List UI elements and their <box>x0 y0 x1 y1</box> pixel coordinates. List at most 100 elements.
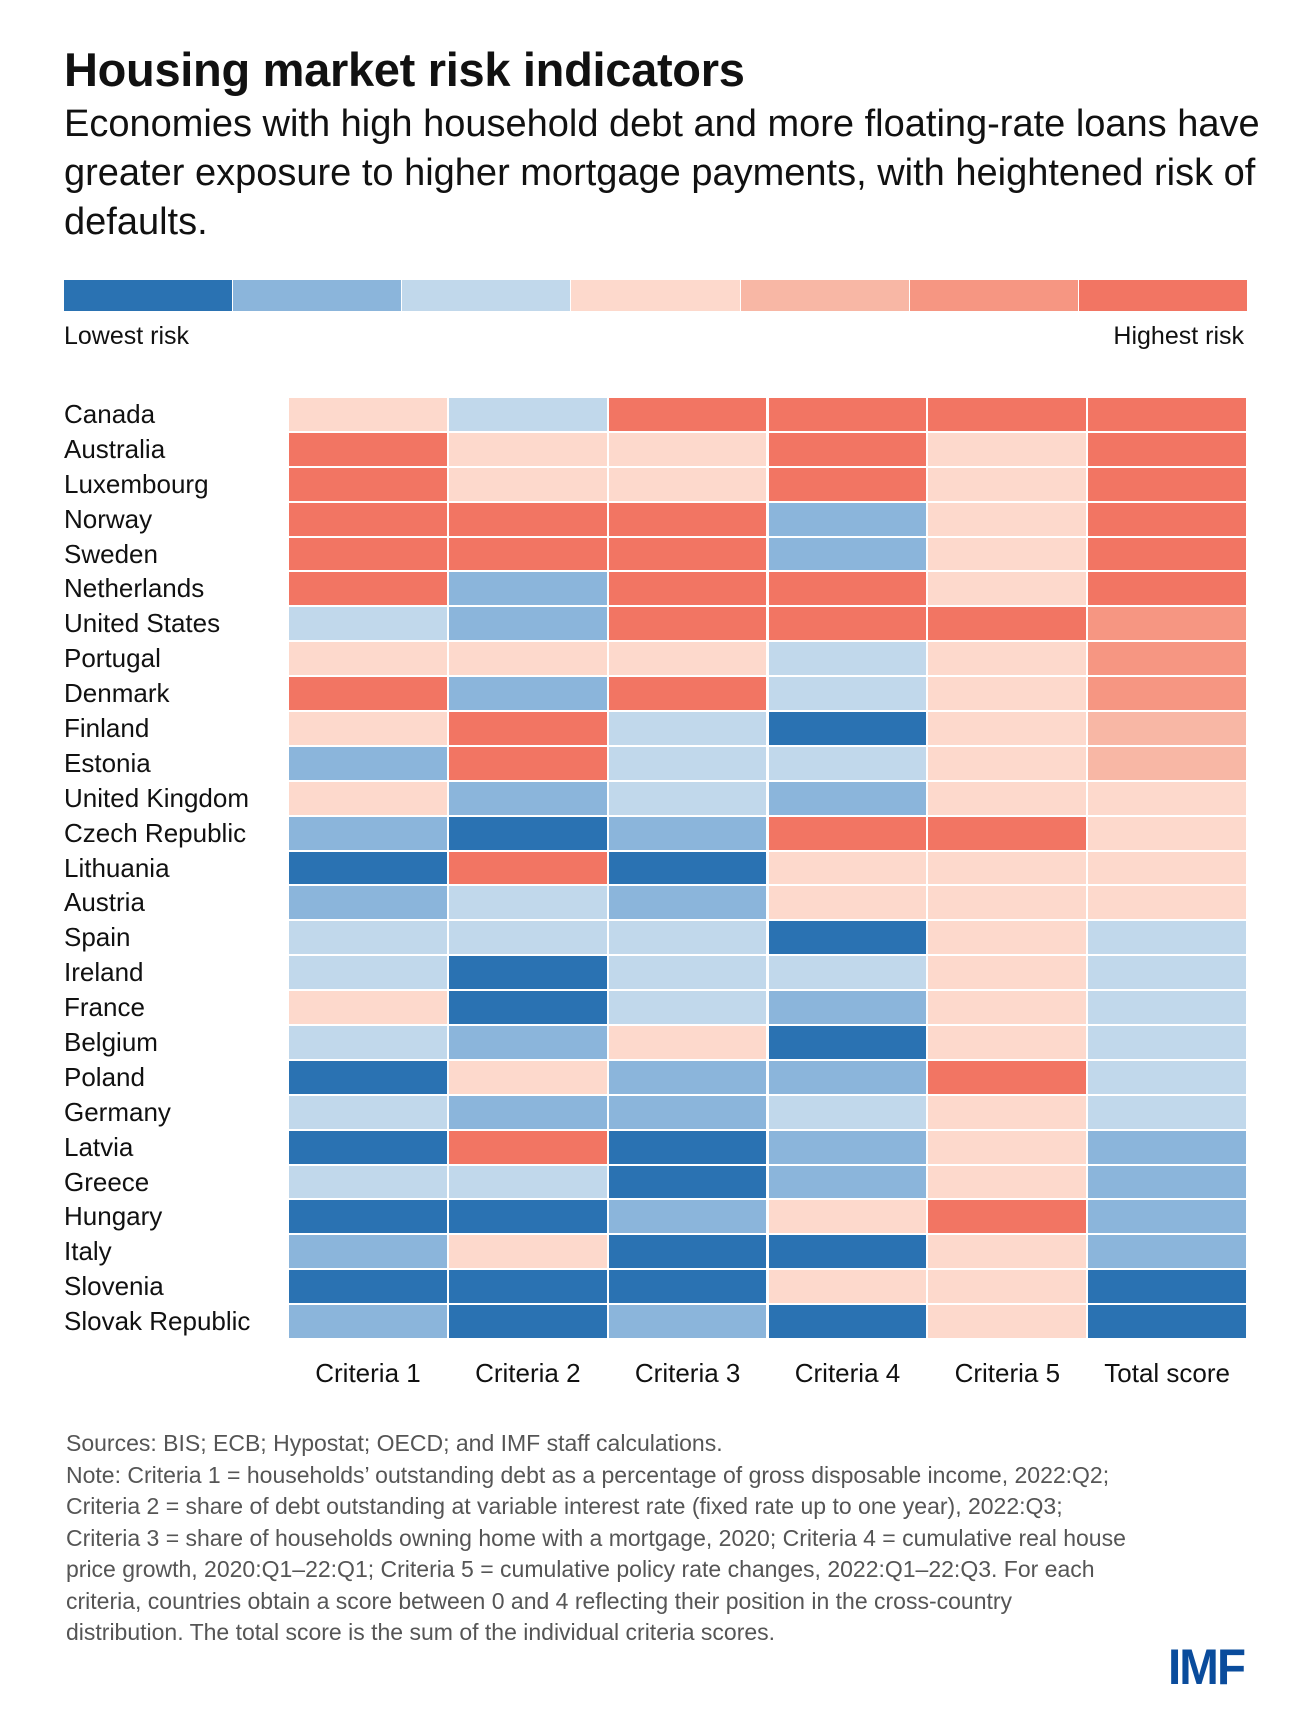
heatmap-cell <box>447 780 608 816</box>
heatmap-cell <box>288 955 448 991</box>
heatmap-cell <box>288 745 448 781</box>
heatmap-cell <box>927 1094 1088 1130</box>
heatmap-cell <box>767 1199 928 1235</box>
heatmap-cell <box>607 745 768 781</box>
heatmap-cell <box>607 1129 768 1165</box>
heatmap-cell <box>607 711 768 746</box>
heatmap-cell <box>447 1234 608 1270</box>
heatmap-cell <box>288 815 448 851</box>
heatmap-cell <box>607 1025 768 1060</box>
heatmap-cell <box>767 885 928 921</box>
legend-high-label: Highest risk <box>1113 322 1244 350</box>
heatmap-cell <box>607 1094 768 1130</box>
row-label: Canada <box>64 399 156 429</box>
heatmap-cell <box>927 466 1088 502</box>
heatmap-cell <box>288 676 448 711</box>
legend-swatch <box>571 280 741 311</box>
heatmap-cell <box>767 990 928 1025</box>
heatmap-cell <box>607 885 768 921</box>
heatmap-cell <box>607 990 768 1025</box>
column-label: Criteria 3 <box>634 1358 741 1388</box>
heatmap-cell <box>447 1269 608 1305</box>
heatmap-cell <box>927 815 1088 851</box>
heatmap-cell <box>288 571 448 607</box>
row-label: Hungary <box>64 1201 163 1232</box>
heatmap-cell <box>447 676 608 711</box>
heatmap-cell <box>927 990 1088 1025</box>
heatmap-cell <box>767 815 928 851</box>
heatmap-cell <box>767 536 928 572</box>
heatmap-cell <box>927 501 1088 537</box>
heatmap-cell <box>607 1164 768 1200</box>
heatmap-cell <box>1087 745 1247 781</box>
legend-swatch <box>1078 280 1247 311</box>
heatmap-cell <box>1087 850 1247 886</box>
heatmap-cell <box>447 745 608 781</box>
heatmap-cell <box>447 1164 608 1200</box>
heatmap-cell <box>288 850 448 886</box>
legend-swatch <box>909 280 1079 311</box>
heatmap-cell <box>288 1059 448 1095</box>
row-label: Slovak Republic <box>64 1306 251 1337</box>
heatmap-cell <box>447 990 608 1025</box>
row-label: Ireland <box>64 957 144 988</box>
heatmap-cell <box>1087 885 1247 921</box>
heatmap-cell <box>288 397 448 432</box>
heatmap-cell <box>1087 711 1247 746</box>
heatmap-cell <box>1087 990 1247 1025</box>
heatmap-cell <box>288 466 448 502</box>
heatmap-cell <box>607 1304 768 1339</box>
heatmap-cell <box>927 397 1088 432</box>
heatmap-cell <box>767 711 928 746</box>
heatmap-cell <box>288 1164 448 1200</box>
heatmap-cell <box>927 1269 1088 1305</box>
heatmap-cell <box>447 397 608 432</box>
heatmap-cell <box>607 955 768 991</box>
heatmap-cell <box>1087 1094 1247 1130</box>
legend-low-label: Lowest risk <box>64 322 190 350</box>
heatmap-cell <box>447 536 608 572</box>
heatmap-cell <box>447 885 608 921</box>
heatmap-cell <box>1087 676 1247 711</box>
heatmap-cell <box>767 1129 928 1165</box>
heatmap-cell <box>927 955 1088 991</box>
row-label: Greece <box>64 1166 150 1197</box>
heatmap-cell <box>1087 780 1247 816</box>
heatmap-cell <box>288 641 448 677</box>
heatmap-cell <box>927 885 1088 921</box>
heatmap-cell <box>288 1234 448 1270</box>
legend-swatch <box>402 280 572 311</box>
heatmap-cell <box>447 1129 608 1165</box>
heatmap-cell <box>447 466 608 502</box>
heatmap-cell <box>927 536 1088 572</box>
heatmap-cell <box>288 501 448 537</box>
heatmap-cell <box>288 1129 448 1165</box>
column-label: Criteria 5 <box>954 1358 1061 1388</box>
heatmap-cell <box>607 397 768 432</box>
heatmap-cell <box>1087 571 1247 607</box>
heatmap-cell <box>288 1025 448 1060</box>
heatmap-cell <box>607 536 768 572</box>
heatmap-cell <box>447 571 608 607</box>
heatmap-cell <box>607 571 768 607</box>
heatmap-cell <box>1087 1269 1247 1305</box>
heatmap-cell <box>447 606 608 642</box>
row-label: Netherlands <box>64 573 205 604</box>
row-label: Austria <box>64 887 145 918</box>
column-label: Criteria 4 <box>794 1358 901 1388</box>
heatmap-cell <box>607 431 768 467</box>
heatmap-cell <box>927 1025 1088 1060</box>
column-label: Criteria 2 <box>475 1358 581 1388</box>
note-text: Note: Criteria 1 = households’ outstandi… <box>66 1461 1126 1646</box>
row-label: Estonia <box>64 747 151 778</box>
heatmap-cell <box>767 1094 928 1130</box>
heatmap-cell <box>288 990 448 1025</box>
heatmap-cell <box>767 1269 928 1305</box>
heatmap-cell <box>1087 955 1247 991</box>
heatmap-cell <box>607 501 768 537</box>
legend-swatch <box>740 280 910 311</box>
heatmap-cell <box>288 1304 448 1339</box>
heatmap-cell <box>767 745 928 781</box>
heatmap-cell <box>607 850 768 886</box>
chart-title: Housing market risk indicators <box>64 43 745 96</box>
